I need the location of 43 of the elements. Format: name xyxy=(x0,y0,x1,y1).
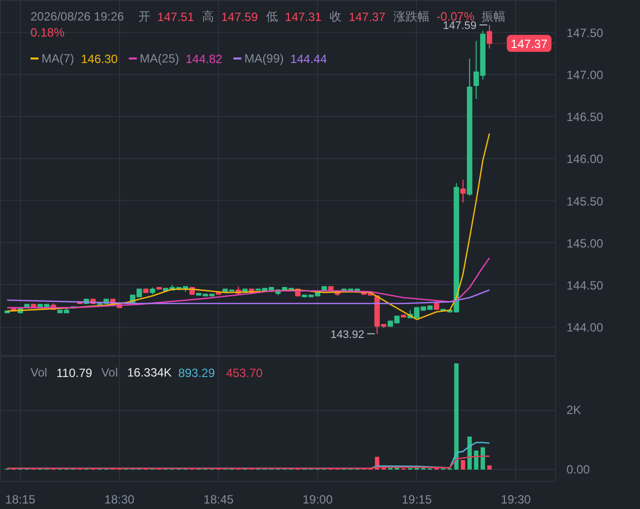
annotation: 振幅 xyxy=(481,10,506,24)
x-tick-label: 19:30 xyxy=(500,492,532,506)
y-tick-label: 146.50 xyxy=(566,110,604,124)
annotation: 147.51 xyxy=(157,10,194,24)
x-tick-label: 18:45 xyxy=(204,492,234,506)
annotation: 110.79 xyxy=(56,366,93,380)
annotation: 0.18% xyxy=(30,26,65,40)
x-tick-label: 19:00 xyxy=(302,492,333,506)
legend-label: MA(99) xyxy=(244,52,284,66)
annotation: 144.82 xyxy=(186,52,223,66)
annotation: Vol xyxy=(30,366,48,380)
y-tick-label: 146.00 xyxy=(566,152,604,166)
y-tick-label: 147.50 xyxy=(566,26,604,40)
annotation: 涨跌幅 xyxy=(394,10,430,24)
y-tick-label: 145.50 xyxy=(566,194,604,208)
x-tick-label: 18:15 xyxy=(5,492,36,506)
annotation: 147.31 xyxy=(284,10,322,24)
y-tick-label: 144.00 xyxy=(566,320,604,335)
y-tick-label: 145.00 xyxy=(566,236,604,250)
x-tick-label: 19:15 xyxy=(402,492,432,506)
y-tick-label: 144.50 xyxy=(566,278,604,292)
annotation: 893.29 xyxy=(178,366,216,380)
ref-line-label: 147.37 xyxy=(510,36,548,51)
annotation: 2026/08/26 19:26 xyxy=(30,10,124,24)
legend-label: MA(7) xyxy=(42,52,74,66)
annotation: 144.44 xyxy=(290,52,328,66)
annotation: 147.37 xyxy=(348,10,386,24)
annotation: 453.70 xyxy=(226,366,264,380)
x-tick-label: 18:30 xyxy=(104,492,135,506)
annotation: 143.92 xyxy=(330,328,364,341)
annotation: 147.59 xyxy=(442,20,477,32)
annotation: Vol xyxy=(101,366,118,380)
annotation: 147.59 xyxy=(221,10,258,24)
annotation: 16.334K xyxy=(127,366,172,380)
annotation: 低 xyxy=(266,10,278,24)
annotation: 高 xyxy=(202,10,214,24)
annotation: 146.30 xyxy=(81,52,118,66)
y-tick-label: 2K xyxy=(566,403,582,418)
annotation: 收 xyxy=(330,10,342,24)
annotation: 开 xyxy=(138,10,150,24)
legend-label: MA(25) xyxy=(140,52,180,66)
y-tick-label: 0.00 xyxy=(566,462,590,477)
y-tick-label: 147.00 xyxy=(566,68,604,82)
